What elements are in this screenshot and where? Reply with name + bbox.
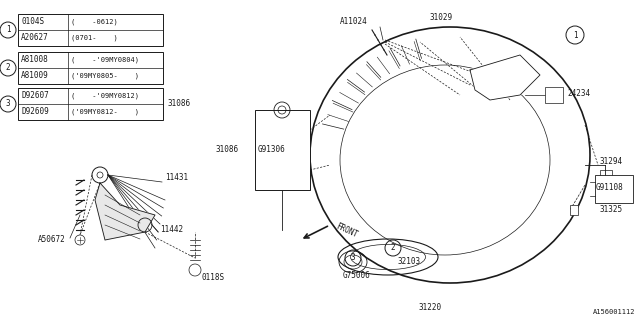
Text: 0118S: 0118S [202, 274, 225, 283]
Text: FRONT: FRONT [334, 222, 359, 240]
Text: (    -0612): ( -0612) [71, 19, 118, 25]
Text: 31325: 31325 [600, 205, 623, 214]
Text: (0701-    ): (0701- ) [71, 35, 118, 41]
Text: 3: 3 [351, 253, 355, 262]
Text: A81009: A81009 [21, 71, 49, 81]
Text: 2: 2 [6, 63, 10, 73]
Text: (    -'09MY0804): ( -'09MY0804) [71, 57, 139, 63]
Text: G75006: G75006 [343, 270, 371, 279]
Text: A81008: A81008 [21, 55, 49, 65]
Text: (    -'09MY0812): ( -'09MY0812) [71, 93, 139, 99]
Bar [545, 87, 563, 103]
Text: 11431: 11431 [165, 173, 188, 182]
Text: 31220: 31220 [419, 303, 442, 313]
Text: 24234: 24234 [567, 89, 590, 98]
Text: 0104S: 0104S [21, 18, 44, 27]
Text: A11024: A11024 [340, 18, 368, 27]
Polygon shape [95, 183, 155, 240]
Bar [18, 88, 163, 120]
Text: A156001112: A156001112 [593, 309, 635, 315]
Bar [18, 52, 163, 84]
Text: 3: 3 [6, 100, 10, 108]
Text: G91306: G91306 [258, 146, 285, 155]
Text: A20627: A20627 [21, 34, 49, 43]
Text: D92609: D92609 [21, 108, 49, 116]
Text: 31294: 31294 [600, 157, 623, 166]
Text: 31086: 31086 [215, 146, 238, 155]
Text: 31086: 31086 [168, 100, 191, 108]
Bar [595, 175, 633, 203]
Bar [255, 110, 310, 190]
Bar [600, 170, 612, 180]
Text: 1: 1 [6, 26, 10, 35]
Text: 1: 1 [573, 30, 577, 39]
Text: 11442: 11442 [160, 226, 183, 235]
Text: ('09MY0805-    ): ('09MY0805- ) [71, 73, 139, 79]
Text: 31029: 31029 [430, 13, 453, 22]
Text: 2: 2 [390, 244, 396, 252]
Text: A50672: A50672 [38, 236, 66, 244]
Bar [570, 205, 578, 215]
Text: ('09MY0812-    ): ('09MY0812- ) [71, 109, 139, 115]
Text: G91108: G91108 [596, 183, 624, 193]
Polygon shape [470, 55, 540, 100]
Text: 32103: 32103 [398, 258, 421, 267]
Text: D92607: D92607 [21, 92, 49, 100]
Bar [18, 14, 163, 46]
